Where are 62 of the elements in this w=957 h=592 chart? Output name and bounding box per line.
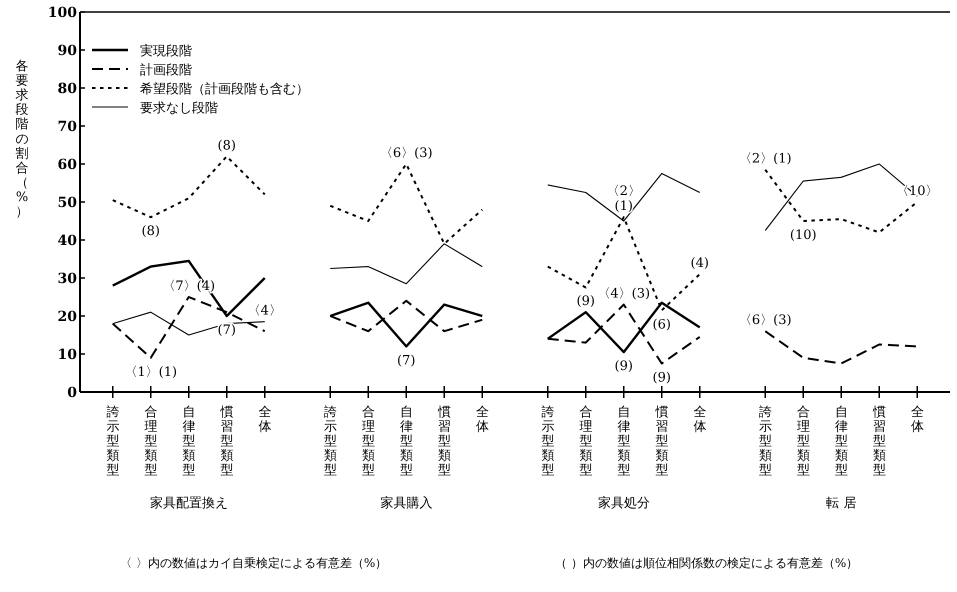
y-tick-label: 0 <box>67 385 78 401</box>
annotation: (9) <box>614 359 633 374</box>
x-tick-label: 慣習型類型 <box>872 405 886 478</box>
annotation: (6) <box>652 317 671 332</box>
x-tick-label: 全体 <box>910 405 924 435</box>
legend-label: 実現段階 <box>140 43 192 59</box>
annotation: (1) <box>614 199 633 214</box>
x-tick-label: 全体 <box>476 405 489 435</box>
annotation: 〈4〉(3) <box>597 286 650 302</box>
x-tick-label: 自律型類型 <box>182 405 196 478</box>
text: 各要求段階の割合（%） <box>16 59 28 220</box>
legend-label: 希望段階（計画段階も含む） <box>140 82 309 97</box>
x-tick-label: 慣習型類型 <box>654 405 668 478</box>
x-tick-label: 自律型類型 <box>834 405 848 478</box>
line-series <box>112 155 266 218</box>
x-tick-label: 全体 <box>693 405 706 435</box>
annotation: (9) <box>652 370 671 386</box>
y-tick-label: 10 <box>58 347 78 363</box>
y-tick-label: 20 <box>58 309 78 325</box>
legend-label: 計画段階 <box>140 63 192 78</box>
x-axis-title: 転 居 <box>826 496 856 511</box>
x-tick-label: 誇示型類型 <box>758 405 772 478</box>
x-tick-label: 誇示型類型 <box>106 405 120 478</box>
annotation: 〈6〉(3) <box>380 146 433 161</box>
annotation: (8) <box>142 224 160 240</box>
x-tick-label: 慣習型類型 <box>436 405 451 478</box>
y-tick-label: 50 <box>58 195 78 211</box>
y-tick-label: 40 <box>58 233 78 249</box>
x-tick-label: 慣習型類型 <box>219 405 234 478</box>
annotation: (10) <box>790 228 817 243</box>
x-axis-title: 家具処分 <box>598 495 650 511</box>
x-tick-label: 誇示型類型 <box>324 405 337 478</box>
annotation: 〈10〉 <box>896 184 939 199</box>
x-tick-label: 全体 <box>258 405 272 435</box>
y-tick-label: 70 <box>58 119 78 135</box>
annotation: 〈4〉 <box>248 304 282 319</box>
y-tick-label: 100 <box>48 5 78 21</box>
annotation: (9) <box>576 294 595 310</box>
text: （ ）内の数値は順位相関係数の検定による有意差（%） <box>555 556 858 570</box>
x-tick-label: 合理型類型 <box>579 405 592 478</box>
annotation: (8) <box>218 138 236 154</box>
annotation: (7) <box>397 353 416 368</box>
annotation: 〈2〉(1) <box>738 152 792 167</box>
y-tick-label: 30 <box>58 271 78 287</box>
annotation: 〈2〉 <box>606 184 641 200</box>
annotation: (7) <box>218 323 236 338</box>
annotation: 〈1〉(1) <box>124 364 178 380</box>
x-tick-label: 合理型類型 <box>796 405 810 478</box>
x-tick-label: 誇示型類型 <box>541 405 554 478</box>
annotation: 〈6〉(3) <box>738 313 792 328</box>
y-tick-label: 60 <box>58 157 78 173</box>
x-tick-label: 自律型類型 <box>400 405 413 478</box>
x-tick-label: 合理型類型 <box>362 405 375 478</box>
x-tick-label: 自律型類型 <box>617 405 630 478</box>
text: 〈 〉内の数値はカイ自乗検定による有意差（%） <box>120 556 388 570</box>
x-axis-title: 家具購入 <box>380 495 432 511</box>
x-axis-title: 家具配置換え <box>150 495 228 511</box>
x-tick-label: 合理型類型 <box>144 405 158 478</box>
annotation: (4) <box>690 256 709 272</box>
y-tick-label: 90 <box>58 43 78 59</box>
y-tick-label: 80 <box>58 81 78 97</box>
legend-label: 要求なし段階 <box>140 101 218 116</box>
